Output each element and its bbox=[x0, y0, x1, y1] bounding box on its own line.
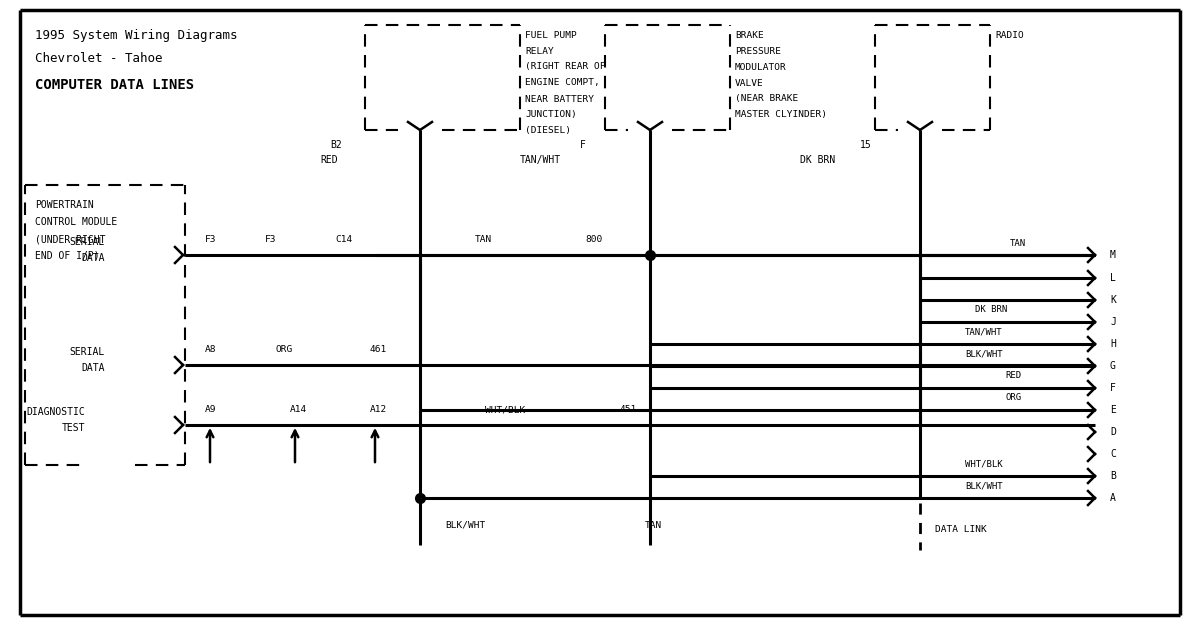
Text: C14: C14 bbox=[335, 236, 353, 244]
Text: END OF I/P): END OF I/P) bbox=[35, 251, 100, 261]
Text: ORG: ORG bbox=[1006, 394, 1021, 403]
Text: DIAGNOSTIC: DIAGNOSTIC bbox=[26, 407, 85, 417]
Text: ORG: ORG bbox=[275, 345, 293, 355]
Text: JUNCTION): JUNCTION) bbox=[526, 110, 577, 120]
Text: COMPUTER DATA LINES: COMPUTER DATA LINES bbox=[35, 78, 194, 92]
Text: DATA LINK: DATA LINK bbox=[935, 525, 986, 534]
Text: TAN/WHT: TAN/WHT bbox=[520, 155, 562, 165]
Text: TEST: TEST bbox=[61, 423, 85, 433]
Text: (RIGHT REAR OF: (RIGHT REAR OF bbox=[526, 62, 606, 71]
Text: BLK/WHT: BLK/WHT bbox=[965, 481, 1003, 491]
Text: TAN/WHT: TAN/WHT bbox=[965, 328, 1003, 336]
Text: RADIO: RADIO bbox=[995, 30, 1024, 40]
Text: J: J bbox=[1110, 317, 1116, 327]
Text: DATA: DATA bbox=[82, 253, 106, 263]
Text: D: D bbox=[1110, 427, 1116, 437]
Text: A14: A14 bbox=[290, 406, 307, 415]
Text: CONTROL MODULE: CONTROL MODULE bbox=[35, 217, 118, 227]
Text: 1995 System Wiring Diagrams: 1995 System Wiring Diagrams bbox=[35, 28, 238, 42]
Text: BLK/WHT: BLK/WHT bbox=[965, 350, 1003, 358]
Text: Chevrolet - Tahoe: Chevrolet - Tahoe bbox=[35, 52, 162, 64]
Text: TAN: TAN bbox=[646, 520, 662, 529]
Text: (DIESEL): (DIESEL) bbox=[526, 127, 571, 135]
Text: WHT/BLK: WHT/BLK bbox=[485, 406, 526, 415]
Text: (NEAR BRAKE: (NEAR BRAKE bbox=[734, 94, 798, 103]
Text: VALVE: VALVE bbox=[734, 79, 763, 88]
Text: POWERTRAIN: POWERTRAIN bbox=[35, 200, 94, 210]
Text: SERIAL: SERIAL bbox=[70, 237, 106, 247]
Text: RED: RED bbox=[320, 155, 337, 165]
Text: DATA: DATA bbox=[82, 363, 106, 373]
Text: A: A bbox=[1110, 493, 1116, 503]
Text: F: F bbox=[1110, 383, 1116, 393]
Text: MODULATOR: MODULATOR bbox=[734, 62, 787, 71]
Text: F3: F3 bbox=[265, 236, 276, 244]
Text: RED: RED bbox=[1006, 372, 1021, 381]
Text: B2: B2 bbox=[330, 140, 342, 150]
Text: 461: 461 bbox=[370, 345, 388, 355]
Text: 800: 800 bbox=[586, 236, 602, 244]
Text: H: H bbox=[1110, 339, 1116, 349]
Text: F3: F3 bbox=[205, 236, 216, 244]
Text: B: B bbox=[1110, 471, 1116, 481]
Text: ENGINE COMPT,: ENGINE COMPT, bbox=[526, 79, 600, 88]
Text: BLK/WHT: BLK/WHT bbox=[445, 520, 485, 529]
Text: A9: A9 bbox=[205, 406, 216, 415]
Text: WHT/BLK: WHT/BLK bbox=[965, 459, 1003, 469]
Text: MASTER CLYINDER): MASTER CLYINDER) bbox=[734, 110, 827, 120]
Text: PRESSURE: PRESSURE bbox=[734, 47, 781, 55]
Text: 451: 451 bbox=[620, 406, 637, 415]
Text: TAN: TAN bbox=[1010, 239, 1026, 248]
Text: E: E bbox=[1110, 405, 1116, 415]
Text: K: K bbox=[1110, 295, 1116, 305]
Text: FUEL PUMP: FUEL PUMP bbox=[526, 30, 577, 40]
Text: DK BRN: DK BRN bbox=[800, 155, 835, 165]
Text: C: C bbox=[1110, 449, 1116, 459]
Text: BRAKE: BRAKE bbox=[734, 30, 763, 40]
Text: DK BRN: DK BRN bbox=[974, 306, 1007, 314]
Text: TAN: TAN bbox=[475, 236, 492, 244]
Text: F: F bbox=[580, 140, 586, 150]
Text: (UNDER RIGHT: (UNDER RIGHT bbox=[35, 234, 106, 244]
Text: 15: 15 bbox=[860, 140, 871, 150]
Text: M: M bbox=[1110, 250, 1116, 260]
Text: NEAR BATTERY: NEAR BATTERY bbox=[526, 94, 594, 103]
Text: SERIAL: SERIAL bbox=[70, 347, 106, 357]
Text: A12: A12 bbox=[370, 406, 388, 415]
Text: L: L bbox=[1110, 273, 1116, 283]
Text: RELAY: RELAY bbox=[526, 47, 553, 55]
Text: A8: A8 bbox=[205, 345, 216, 355]
Text: G: G bbox=[1110, 361, 1116, 371]
